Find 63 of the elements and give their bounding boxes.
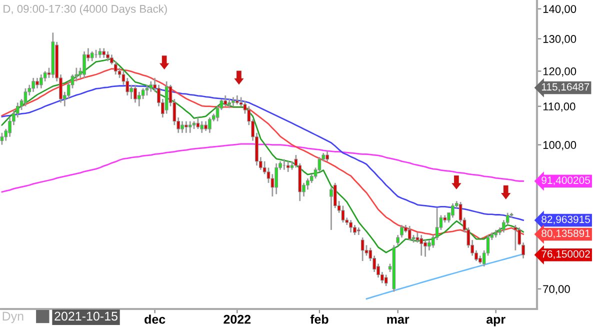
y-tick-label: 110,00 — [543, 102, 576, 112]
candlestick — [164, 80, 168, 114]
candlestick — [428, 239, 431, 252]
candlestick — [134, 84, 137, 104]
y-tick-label: 100,00 — [543, 141, 576, 150]
candlestick — [40, 74, 43, 90]
candlestick — [196, 116, 200, 130]
x-tick-label: mar — [387, 316, 410, 324]
y-tick-label: 130,00 — [543, 35, 576, 44]
candlestick — [286, 160, 290, 173]
candlestick — [36, 77, 39, 90]
candlestick — [424, 239, 427, 258]
x-tick-label: feb — [310, 314, 328, 324]
candlestick — [208, 116, 212, 134]
candlestick — [232, 96, 235, 107]
candlestick — [318, 156, 322, 173]
candlestick — [353, 224, 356, 236]
candlestick — [0, 132, 4, 146]
candlestick — [82, 50, 86, 79]
candlestick — [180, 120, 184, 134]
x-tick-label: 2022 — [224, 314, 251, 324]
candlestick — [330, 186, 333, 231]
y-tick-label: 120,00 — [543, 67, 576, 77]
text: Dyn — [2, 312, 24, 324]
candlestick — [32, 77, 35, 93]
candlestick — [98, 48, 102, 59]
candlestick — [204, 120, 208, 132]
chart-title: D, 09:00-17:30 (4000 Days Back) — [4, 4, 167, 15]
text: 76,150002 — [542, 250, 590, 259]
candlestick — [420, 234, 424, 256]
text: 115,16487 — [542, 83, 590, 92]
candlestick — [224, 94, 228, 107]
candlestick — [514, 224, 518, 252]
data-label: 91,400205 — [542, 176, 590, 186]
candlestick — [360, 236, 364, 262]
candlestick — [149, 80, 153, 93]
candlestick — [138, 91, 141, 107]
candlestick — [349, 219, 352, 234]
candlestick — [102, 48, 106, 59]
candlestick — [24, 88, 28, 107]
candlestick — [228, 98, 231, 109]
candlestick — [235, 94, 239, 106]
data-label: 80,135891 — [542, 230, 590, 238]
y-tick-label: 70,00 — [543, 285, 570, 294]
candlestick — [274, 162, 278, 195]
candlestick — [451, 202, 454, 218]
candlestick — [106, 50, 110, 62]
candlestick — [184, 120, 188, 134]
candlestick — [384, 274, 388, 287]
candlestick — [408, 225, 412, 241]
candlestick — [341, 205, 345, 224]
line-series — [1, 143, 524, 193]
data-label: 82,963915 — [542, 216, 590, 224]
candlestick — [90, 50, 94, 62]
candlestick — [200, 120, 204, 134]
candlestick — [188, 120, 192, 134]
candlestick — [145, 84, 149, 96]
x-tick-label: dec — [144, 314, 166, 324]
y-tick-label: 140,00 — [543, 5, 576, 14]
candlestick — [130, 84, 133, 100]
candlestick — [326, 150, 329, 162]
text: 2021-10-15 — [54, 312, 118, 321]
x-tick-label: apr — [486, 316, 506, 326]
